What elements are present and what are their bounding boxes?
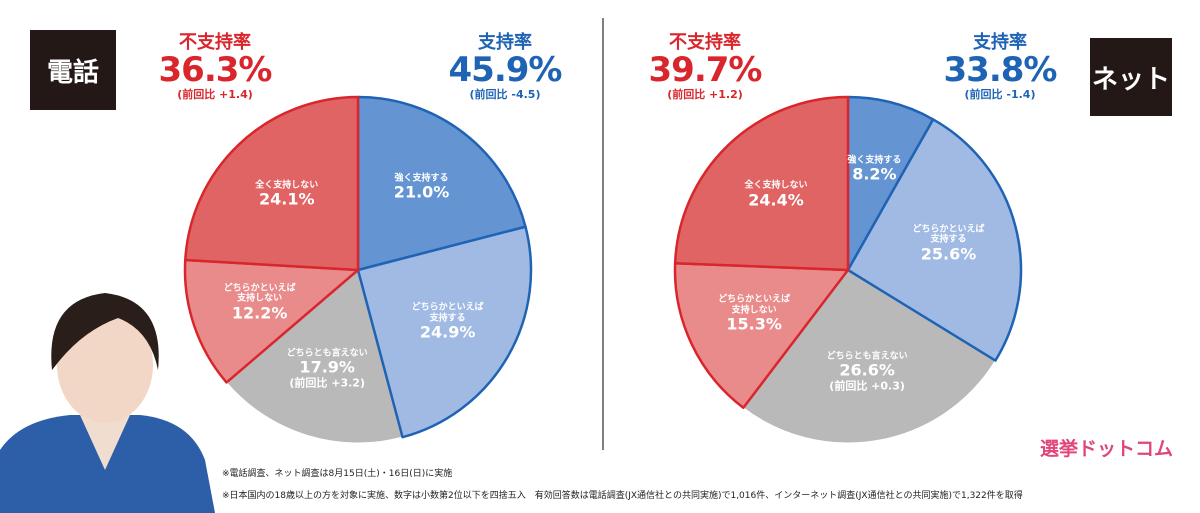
pie-slice bbox=[184, 95, 360, 272]
slice-category: どちらかといえば 支持する bbox=[411, 302, 484, 324]
pie-slice bbox=[742, 269, 996, 444]
total-change: (前回比 +1.4) bbox=[177, 87, 253, 101]
total-name: 支持率 bbox=[973, 32, 1027, 53]
total-change: (前回比 +1.2) bbox=[667, 87, 743, 101]
pie-slice bbox=[846, 118, 1023, 362]
total-value: 33.8% bbox=[943, 49, 1058, 90]
total-name: 支持率 bbox=[478, 32, 532, 53]
slice-label: 強く支持する 8.2% bbox=[847, 155, 901, 184]
slice-label: どちらかといえば 支持しない 15.3% bbox=[718, 295, 790, 334]
portrait bbox=[0, 293, 215, 513]
slice-label: どちらかといえば 支持する 24.9% bbox=[412, 303, 484, 342]
slice-category: 全く支持しない bbox=[744, 180, 808, 191]
total-value: 45.9% bbox=[448, 49, 563, 90]
slice-value: 24.4% bbox=[748, 190, 804, 210]
total-summary: 支持率 45.9% (前回比 -4.5) bbox=[448, 32, 563, 101]
slice-label: 全く支持しない 24.4% bbox=[745, 181, 808, 210]
pie-slice bbox=[183, 258, 360, 384]
slice-value: 26.6% bbox=[839, 360, 895, 380]
slice-label: どちらとも言えない 26.6% (前回比 +0.3) bbox=[827, 351, 908, 392]
panel-tag: ネット bbox=[1090, 38, 1172, 116]
slice-value: 17.9% bbox=[299, 357, 355, 377]
panel-tag: 電話 bbox=[30, 30, 116, 110]
total-summary: 不支持率 36.3% (前回比 +1.4) bbox=[158, 32, 273, 101]
total-change: (前回比 -4.5) bbox=[469, 87, 541, 101]
slice-label: どちらとも言えない 17.9% (前回比 +3.2) bbox=[287, 348, 368, 389]
pie-slice bbox=[673, 95, 850, 272]
slice-value: 8.2% bbox=[852, 164, 897, 184]
total-name: 不支持率 bbox=[669, 32, 741, 53]
pie-slice bbox=[846, 95, 935, 272]
total-name: 不支持率 bbox=[179, 32, 251, 53]
total-summary: 不支持率 39.7% (前回比 +1.2) bbox=[648, 32, 763, 101]
footnote: ※電話調査、ネット調査は8月15日(土)・16日(日)に実施 bbox=[222, 469, 453, 479]
slice-category: どちらかといえば 支持しない bbox=[223, 283, 296, 304]
total-summary: 支持率 33.8% (前回比 -1.4) bbox=[943, 32, 1058, 101]
slice-value: 24.1% bbox=[258, 189, 315, 209]
pie-slice bbox=[226, 269, 404, 444]
slice-label: どちらかといえば 支持しない 12.2% bbox=[224, 284, 296, 323]
slice-note: (前回比 +3.2) bbox=[289, 376, 365, 390]
slice-value: 15.3% bbox=[726, 314, 782, 334]
slice-note: (前回比 +0.3) bbox=[829, 379, 905, 393]
slice-category: どちらとも言えない bbox=[826, 351, 908, 362]
slice-label: どちらかといえば 支持する 25.6% bbox=[912, 225, 984, 264]
slice-value: 12.2% bbox=[231, 303, 288, 323]
slice-value: 24.9% bbox=[419, 322, 476, 342]
slice-label: 全く支持しない 24.1% bbox=[255, 180, 318, 209]
slice-category: どちらかといえば 支持しない bbox=[718, 294, 791, 316]
slice-value: 21.0% bbox=[393, 182, 450, 202]
pie-slice bbox=[356, 225, 533, 439]
slice-category: 強く支持する bbox=[847, 155, 902, 166]
slice-category: 強く支持する bbox=[394, 173, 449, 184]
total-value: 36.3% bbox=[158, 49, 273, 90]
logo: 選挙ドットコム bbox=[1040, 438, 1174, 460]
slice-category: どちらかといえば 支持する bbox=[912, 224, 985, 245]
slice-category: どちらとも言えない bbox=[286, 348, 368, 359]
slice-label: 強く支持する 21.0% bbox=[394, 174, 450, 203]
total-value: 39.7% bbox=[648, 49, 763, 90]
pie-slice bbox=[356, 95, 527, 272]
slice-category: 全く支持しない bbox=[255, 180, 319, 191]
footnote: ※日本国内の18歳以上の方を対象に実施、数字は小数第2位以下を四捨五入 有効回答… bbox=[222, 491, 1023, 501]
pie-slice bbox=[673, 261, 850, 410]
slice-value: 25.6% bbox=[920, 244, 977, 264]
total-change: (前回比 -1.4) bbox=[964, 87, 1036, 101]
